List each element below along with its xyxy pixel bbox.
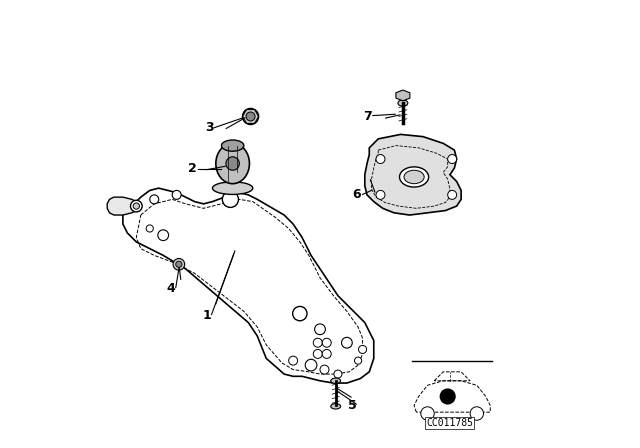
Ellipse shape [398,100,408,106]
Circle shape [222,191,239,207]
Circle shape [315,324,325,335]
Circle shape [448,190,457,199]
Text: CC011785: CC011785 [426,418,474,428]
Circle shape [470,407,484,420]
Circle shape [158,230,168,241]
Text: 3: 3 [205,121,214,134]
Circle shape [376,190,385,199]
Circle shape [376,155,385,164]
Circle shape [305,359,317,371]
Circle shape [314,349,323,358]
Circle shape [172,190,181,199]
Circle shape [150,195,159,204]
Circle shape [440,388,456,405]
Circle shape [320,365,329,374]
Polygon shape [365,134,461,215]
Text: 4: 4 [167,282,175,296]
Circle shape [226,157,239,170]
Circle shape [323,338,332,347]
Ellipse shape [221,140,244,151]
Circle shape [314,338,323,347]
Text: 1: 1 [203,309,211,323]
Ellipse shape [216,143,250,184]
Circle shape [355,357,362,364]
Text: 2: 2 [188,162,196,176]
Circle shape [133,203,140,209]
Circle shape [292,306,307,321]
Circle shape [131,200,142,212]
Circle shape [448,155,457,164]
Ellipse shape [331,404,340,409]
Ellipse shape [399,167,429,187]
Ellipse shape [212,182,253,194]
Polygon shape [396,90,410,101]
Circle shape [323,349,332,358]
Circle shape [289,356,298,365]
Circle shape [243,108,259,125]
Circle shape [421,407,435,420]
Ellipse shape [331,378,340,383]
Circle shape [146,225,154,232]
Polygon shape [108,197,141,215]
Circle shape [334,370,342,378]
Ellipse shape [404,170,424,184]
Text: 7: 7 [363,110,371,123]
Circle shape [173,258,185,270]
Circle shape [358,345,367,353]
Text: 6: 6 [353,188,361,202]
Text: 5: 5 [348,399,356,412]
Circle shape [342,337,352,348]
Circle shape [246,112,255,121]
Circle shape [176,261,182,267]
